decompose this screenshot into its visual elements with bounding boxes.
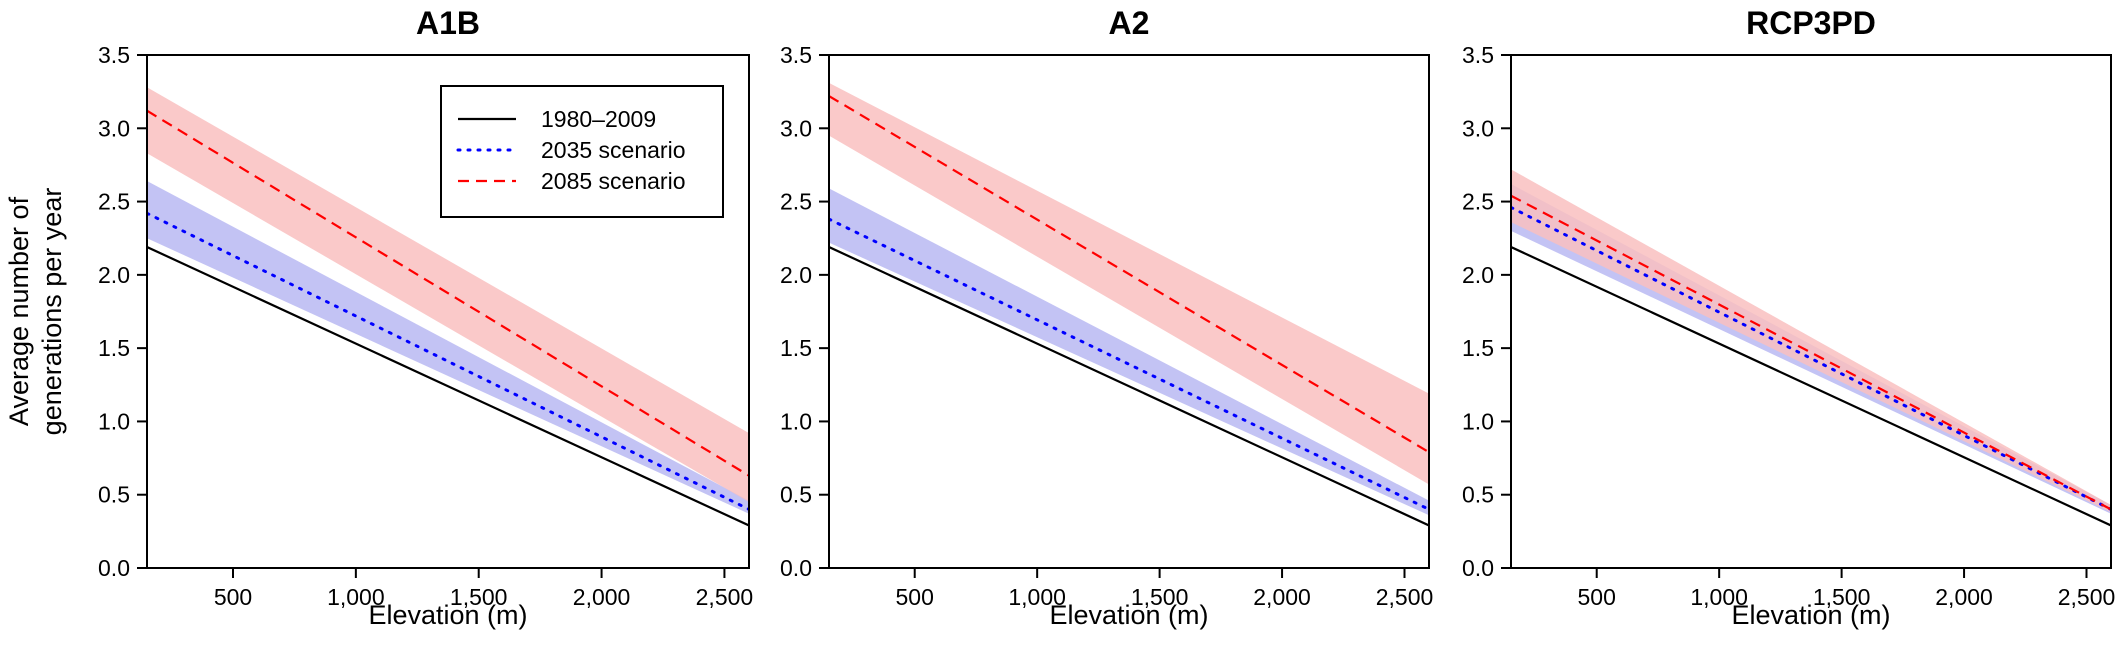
plot-frame (146, 54, 750, 569)
y-tick-label: 3.5 (98, 42, 130, 68)
panel-title: RCP3PD (1746, 5, 1876, 41)
y-tick-label: 1.5 (780, 335, 812, 361)
x-tick-label: 2,000 (573, 584, 631, 610)
confidence-band-3 (1511, 169, 2111, 513)
y-tick-label: 2.5 (1462, 189, 1494, 215)
x-tick-label: 2,500 (696, 584, 754, 610)
y-tick-label: 0.0 (780, 555, 812, 581)
y-tick-label: 3.0 (1462, 115, 1494, 141)
series-line-2 (1511, 205, 2111, 511)
y-tick-label: 0.5 (1462, 482, 1494, 508)
y-tick-label: 1.0 (780, 408, 812, 434)
panel-title: A1B (416, 5, 480, 41)
x-tick-label: 1,000 (1008, 584, 1066, 610)
plot-area (829, 82, 1429, 527)
legend-label-2: 2035 scenario (541, 137, 686, 163)
chart-panel-1: 500 1,000 1,500 2,000 2,500 0.0 0.5 1.0 1.5 2.0 2.… (4, 5, 753, 630)
x-tick-label: 1,000 (1690, 584, 1748, 610)
x-tick-label: 1,000 (327, 584, 385, 610)
y-tick-label: 1.5 (1462, 335, 1494, 361)
x-tick-label: 500 (896, 584, 934, 610)
y-tick-label: 1.0 (98, 408, 130, 434)
y-tick-label: 3.5 (1462, 42, 1494, 68)
confidence-band-3 (829, 82, 1429, 485)
y-tick-label: 1.0 (1462, 408, 1494, 434)
series-line-3 (1511, 194, 2111, 511)
x-axis-label: Elevation (m) (368, 600, 527, 630)
confidence-band-3 (147, 87, 749, 503)
plot-area (147, 87, 749, 527)
series-line-1 (147, 246, 749, 527)
y-tick-label: 3.0 (780, 115, 812, 141)
x-axis-label: Elevation (m) (1731, 600, 1890, 630)
x-tick-label: 1,500 (450, 584, 508, 610)
plot-frame (1510, 54, 2112, 569)
series-line-1 (829, 246, 1429, 527)
legend-label-1: 1980–2009 (541, 106, 656, 132)
y-axis-label: generations per year (37, 188, 67, 436)
y-tick-label: 0.5 (98, 482, 130, 508)
series-line-3 (829, 95, 1429, 454)
x-tick-label: 2,500 (2058, 584, 2116, 610)
legend-label-3: 2085 scenario (541, 168, 686, 194)
x-tick-label: 2,000 (1935, 584, 1993, 610)
x-tick-label: 2,500 (1376, 584, 1434, 610)
y-tick-label: 0.0 (1462, 555, 1494, 581)
series-line-2 (829, 217, 1429, 511)
series-line-2 (147, 211, 749, 511)
plot-area (1511, 169, 2111, 527)
plot-frame (828, 54, 1430, 569)
y-axis-label: Average number of (4, 196, 34, 426)
x-axis-label: Elevation (m) (1049, 600, 1208, 630)
chart-panel-2: 500 1,000 1,500 2,000 2,500 0.0 0.5 1.0 1.5 2.0 2.… (780, 5, 1433, 630)
y-tick-label: 2.5 (98, 189, 130, 215)
confidence-band-2 (147, 181, 749, 514)
y-tick-label: 2.0 (780, 262, 812, 288)
x-tick-label: 1,500 (1813, 584, 1871, 610)
x-tick-label: 500 (214, 584, 252, 610)
y-tick-label: 2.0 (98, 262, 130, 288)
y-tick-label: 3.5 (780, 42, 812, 68)
y-tick-label: 0.5 (780, 482, 812, 508)
x-tick-label: 2,000 (1253, 584, 1311, 610)
series-line-3 (147, 109, 749, 477)
series-line-1 (1511, 246, 2111, 527)
y-tick-label: 2.5 (780, 189, 812, 215)
legend: 1980–2009 2035 scenario 2085 scenario (440, 85, 724, 218)
x-tick-label: 1,500 (1131, 584, 1189, 610)
y-tick-label: 0.0 (98, 555, 130, 581)
y-tick-label: 2.0 (1462, 262, 1494, 288)
chart-panel-3: 500 1,000 1,500 2,000 2,500 0.0 0.5 1.0 1.5 2.0 2.… (1462, 5, 2115, 630)
y-tick-label: 3.0 (98, 115, 130, 141)
y-tick-label: 1.5 (98, 335, 130, 361)
x-tick-label: 500 (1578, 584, 1616, 610)
panel-title: A2 (1109, 5, 1150, 41)
confidence-band-2 (829, 188, 1429, 516)
